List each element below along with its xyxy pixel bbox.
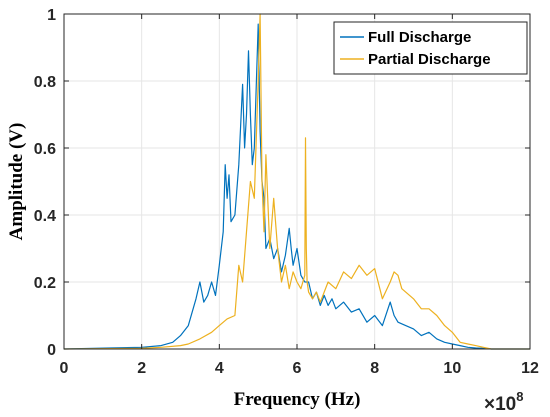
x-axis-multiplier: ×108 <box>484 389 523 415</box>
y-tick-label-1: 0.2 <box>34 275 56 292</box>
series-line-0 <box>63 23 530 350</box>
x-axis-title: Frequency (Hz) <box>234 389 361 410</box>
y-tick-label-5: 1 <box>47 7 56 24</box>
y-tick-label-3: 0.6 <box>34 141 56 158</box>
legend: Full Discharge Partial Discharge <box>333 21 528 75</box>
x-tick-label-4: 8 <box>370 360 379 377</box>
y-tick-label-0: 0 <box>47 342 56 359</box>
x-axis-multiplier-exponent: 8 <box>516 389 523 404</box>
legend-label-0: Full Discharge <box>368 29 471 46</box>
series-line-1 <box>63 13 530 350</box>
x-tick-labels: 0 2 4 6 8 10 12 <box>60 14 539 377</box>
plot-series <box>63 13 530 350</box>
x-axis-multiplier-base: ×10 <box>484 394 516 415</box>
x-tick-label-3: 6 <box>293 360 302 377</box>
x-tick-label-2: 4 <box>215 360 224 377</box>
legend-box <box>333 21 528 75</box>
legend-label-1: Partial Discharge <box>368 51 491 68</box>
y-axis-title: Amplitude (V) <box>6 123 27 241</box>
x-tick-label-1: 2 <box>137 360 146 377</box>
x-tick-label-6: 12 <box>521 360 539 377</box>
x-tick-label-5: 10 <box>443 360 461 377</box>
y-tick-label-2: 0.4 <box>34 208 56 225</box>
y-tick-label-4: 0.8 <box>34 74 56 91</box>
y-tick-labels: 0 0.2 0.4 0.6 0.8 1 <box>34 7 530 359</box>
x-tick-label-0: 0 <box>60 360 69 377</box>
